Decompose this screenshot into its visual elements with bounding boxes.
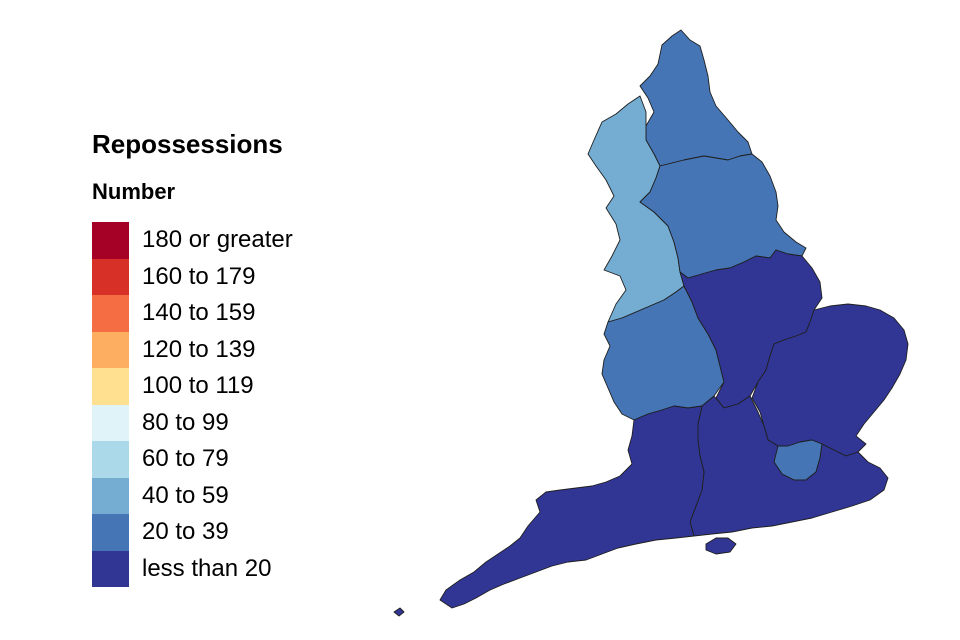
legend-swatch (92, 222, 129, 259)
legend-item: 40 to 59 (92, 477, 352, 514)
legend-item: less than 20 (92, 550, 352, 587)
legend-swatch (92, 550, 129, 587)
legend-label: 180 or greater (142, 226, 293, 254)
legend-swatch (92, 295, 129, 332)
region-isle-of-wight[interactable] (705, 537, 737, 555)
region-isles-of-scilly[interactable] (393, 607, 405, 617)
legend-item: 100 to 119 (92, 368, 352, 405)
legend-label: 140 to 159 (142, 299, 256, 327)
legend-label: 60 to 79 (142, 445, 229, 473)
legend-swatch (92, 514, 129, 551)
legend-item: 20 to 39 (92, 514, 352, 551)
legend-swatch (92, 477, 129, 514)
legend-label: 100 to 119 (142, 372, 254, 400)
region-north-east[interactable] (639, 29, 753, 167)
legend-item: 120 to 139 (92, 331, 352, 368)
legend-label: 20 to 39 (142, 518, 229, 546)
legend-item: 160 to 179 (92, 258, 352, 295)
legend-swatch (92, 258, 129, 295)
legend-title: Repossessions (92, 129, 283, 159)
legend-label: 120 to 139 (142, 335, 256, 363)
legend-swatch (92, 441, 129, 478)
region-south-west[interactable] (439, 405, 705, 609)
legend-item: 140 to 159 (92, 295, 352, 332)
legend-subtitle: Number (92, 179, 176, 204)
legend-label: less than 20 (142, 554, 272, 582)
legend-label: 80 to 99 (142, 408, 229, 436)
legend-swatch (92, 331, 129, 368)
legend-item: 180 or greater (92, 222, 352, 259)
legend-swatch (92, 404, 129, 441)
legend-items: 180 or greater 160 to 179 140 to 159 120… (92, 222, 352, 587)
legend-label: 40 to 59 (142, 481, 229, 509)
legend-swatch (92, 368, 129, 405)
legend-label: 160 to 179 (142, 262, 256, 290)
map-legend: Repossessions Number 180 or greater 160 … (92, 128, 352, 587)
legend-item: 80 to 99 (92, 404, 352, 441)
legend-item: 60 to 79 (92, 441, 352, 478)
